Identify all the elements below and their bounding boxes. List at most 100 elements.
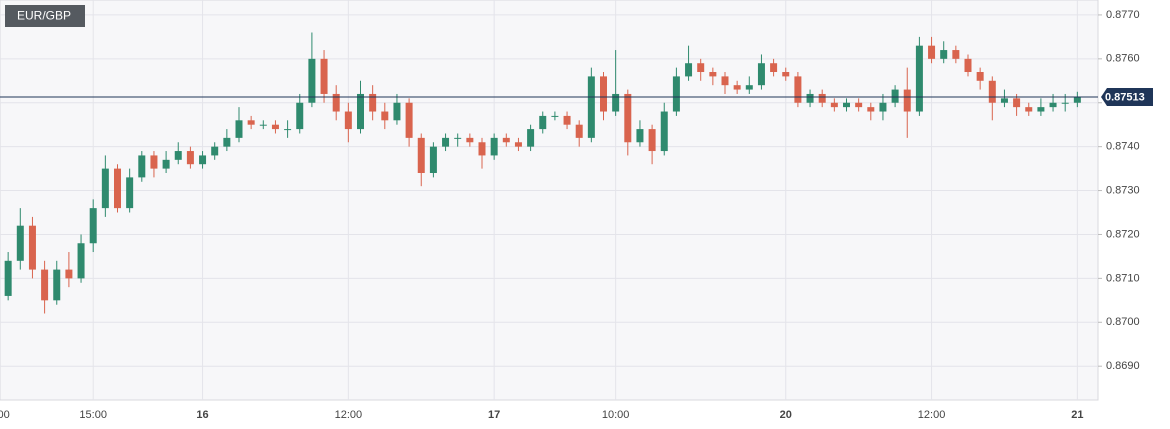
x-tick-label: 21 (1071, 409, 1083, 421)
candle-body (28, 225, 36, 270)
y-tick-label: 0.8730 (1106, 184, 1140, 196)
candle-body (551, 115, 559, 117)
y-tick-label: 0.8760 (1106, 53, 1140, 65)
candle-body (454, 137, 462, 139)
x-tick-label: 07:00 (0, 409, 10, 421)
candle-body (1025, 107, 1033, 112)
chart-title: EUR/GBP (17, 9, 71, 23)
candle-body (843, 102, 850, 108)
y-tick-label: 0.8770 (1106, 9, 1140, 21)
candle-body (1049, 102, 1057, 108)
candle-body (624, 93, 632, 143)
x-tick-label: 20 (780, 409, 792, 421)
candle-body (928, 45, 936, 59)
candle-body (41, 269, 49, 301)
candle-body (4, 260, 12, 296)
candle-body (199, 155, 207, 165)
candle-body (393, 102, 401, 121)
candle-body (587, 76, 595, 138)
candle-body (186, 151, 194, 165)
candle-body (284, 129, 292, 131)
candle-body (770, 63, 778, 73)
x-tick-label: 12:00 (918, 409, 946, 421)
candle-body (697, 63, 705, 73)
candle-body (162, 159, 170, 169)
candle-body (527, 129, 535, 147)
last-price-label: 0.87513 (1105, 91, 1145, 103)
x-tick-label: 16 (196, 409, 208, 421)
candle-body (721, 76, 729, 86)
y-tick-label: 0.8720 (1106, 228, 1140, 240)
candle-body (429, 146, 437, 173)
x-tick-label: 10:00 (602, 409, 630, 421)
candle-body (745, 85, 753, 90)
candle-body (53, 269, 61, 301)
candle-body (818, 93, 826, 103)
candle-body (648, 129, 656, 152)
candle-body (915, 45, 923, 112)
candle-body (1061, 102, 1069, 104)
candle-body (138, 155, 146, 178)
candle-body (757, 63, 765, 86)
candle-body (381, 111, 389, 121)
candle-body (77, 243, 85, 279)
x-tick-label: 17 (488, 409, 500, 421)
y-tick-label: 0.8700 (1106, 316, 1140, 328)
title-box (5, 5, 85, 27)
candle-body (709, 72, 717, 77)
candle-body (612, 93, 620, 112)
candle-body (405, 102, 413, 138)
candle-body (952, 50, 960, 59)
candle-body (964, 58, 972, 73)
candle-body (988, 80, 996, 103)
axes: 0.8690 0.8700 0.8710 0.8720 0.8730 0.8740 0.87… (0, 9, 1153, 421)
candle-body (101, 168, 109, 209)
candle-body (867, 107, 875, 112)
candle-body (442, 137, 450, 147)
candle-body (357, 93, 364, 130)
candle-body (211, 146, 219, 156)
candle-body (1013, 98, 1021, 108)
candle-body (271, 124, 279, 130)
candle-body (466, 137, 474, 143)
y-tick-label: 0.8690 (1106, 360, 1140, 372)
candle-body (660, 111, 668, 152)
x-tick-label: 12:00 (335, 409, 363, 421)
candle-body (126, 177, 134, 209)
candle-body (600, 76, 607, 112)
candle-body (259, 124, 267, 126)
candle-body (855, 102, 863, 108)
candle-body (563, 115, 571, 125)
candle-body (976, 72, 984, 81)
candle-body (417, 137, 425, 173)
candle-body (879, 102, 887, 112)
y-tick-label: 0.8740 (1106, 141, 1140, 153)
last-price-tag (1101, 88, 1153, 107)
candle-body (794, 76, 802, 103)
candle-body (672, 76, 680, 112)
candle-body (636, 129, 644, 143)
candle-body (150, 155, 158, 169)
candle-body (806, 93, 814, 103)
candle-body (514, 142, 522, 147)
candle-body (502, 137, 510, 143)
candles (0, 32, 1098, 314)
candle-body (332, 93, 340, 112)
candle-body (320, 58, 328, 94)
candle-body (490, 137, 498, 156)
x-tick-label: 15:00 (79, 409, 107, 421)
candle-body (296, 102, 304, 130)
candle-body (1037, 107, 1045, 112)
candle-body (940, 50, 948, 59)
candle-body (830, 102, 838, 108)
candle-body (369, 93, 377, 112)
grid (0, 0, 1098, 400)
candle-body (575, 124, 583, 138)
plot-area (0, 0, 1099, 401)
candle-body (174, 151, 182, 160)
candle-body (685, 63, 693, 77)
candle-body (344, 111, 352, 130)
candle-body (733, 85, 741, 90)
candle-body (308, 58, 316, 103)
